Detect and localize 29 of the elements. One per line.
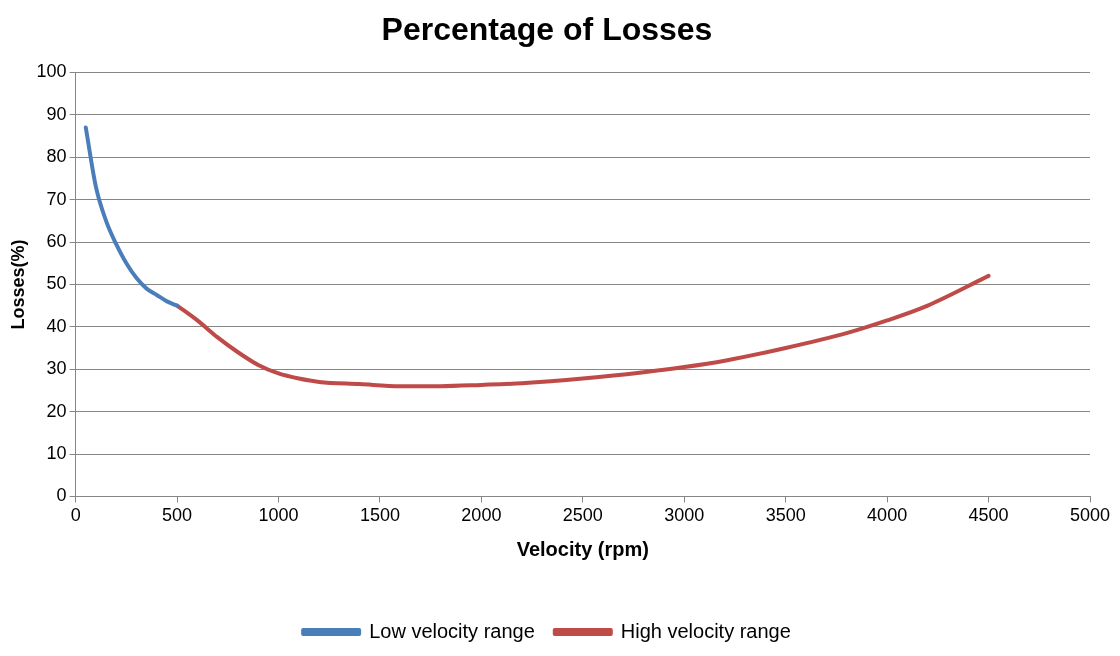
line-series	[175, 273, 991, 389]
y-axis-title: Losses(%)	[7, 239, 28, 330]
y-tick-label: 0	[56, 485, 67, 506]
y-tick-label: 40	[46, 315, 67, 336]
x-tick-label: 5000	[1069, 505, 1111, 526]
y-tick-label: 20	[46, 400, 67, 421]
x-tick-label: 4000	[867, 505, 908, 526]
y-tick-label: 60	[46, 230, 67, 251]
line-series	[83, 125, 180, 308]
legend-label: High velocity range	[620, 619, 791, 642]
chart-title: Percentage of Losses	[381, 11, 713, 48]
x-tick-label: 3500	[765, 505, 806, 526]
y-tick-label: 30	[46, 358, 67, 379]
legend-label: Low velocity range	[369, 619, 535, 642]
x-tick-label: 1500	[359, 505, 400, 526]
x-tick-label: 4500	[968, 505, 1009, 526]
x-tick-label: 2000	[461, 505, 502, 526]
y-tick-label: 100	[36, 61, 67, 82]
x-axis-title: Velocity (rpm)	[516, 537, 649, 560]
y-tick-label: 80	[46, 146, 67, 167]
y-tick-label: 50	[46, 273, 67, 294]
y-tick-label: 90	[46, 103, 67, 124]
y-tick-label: 70	[46, 188, 67, 209]
y-tick-label: 10	[46, 442, 67, 463]
x-tick-label: 2500	[562, 505, 603, 526]
x-tick-label: 0	[70, 505, 81, 526]
x-tick-label: 3000	[664, 505, 705, 526]
x-tick-label: 1000	[258, 505, 299, 526]
x-tick-label: 500	[162, 505, 193, 526]
